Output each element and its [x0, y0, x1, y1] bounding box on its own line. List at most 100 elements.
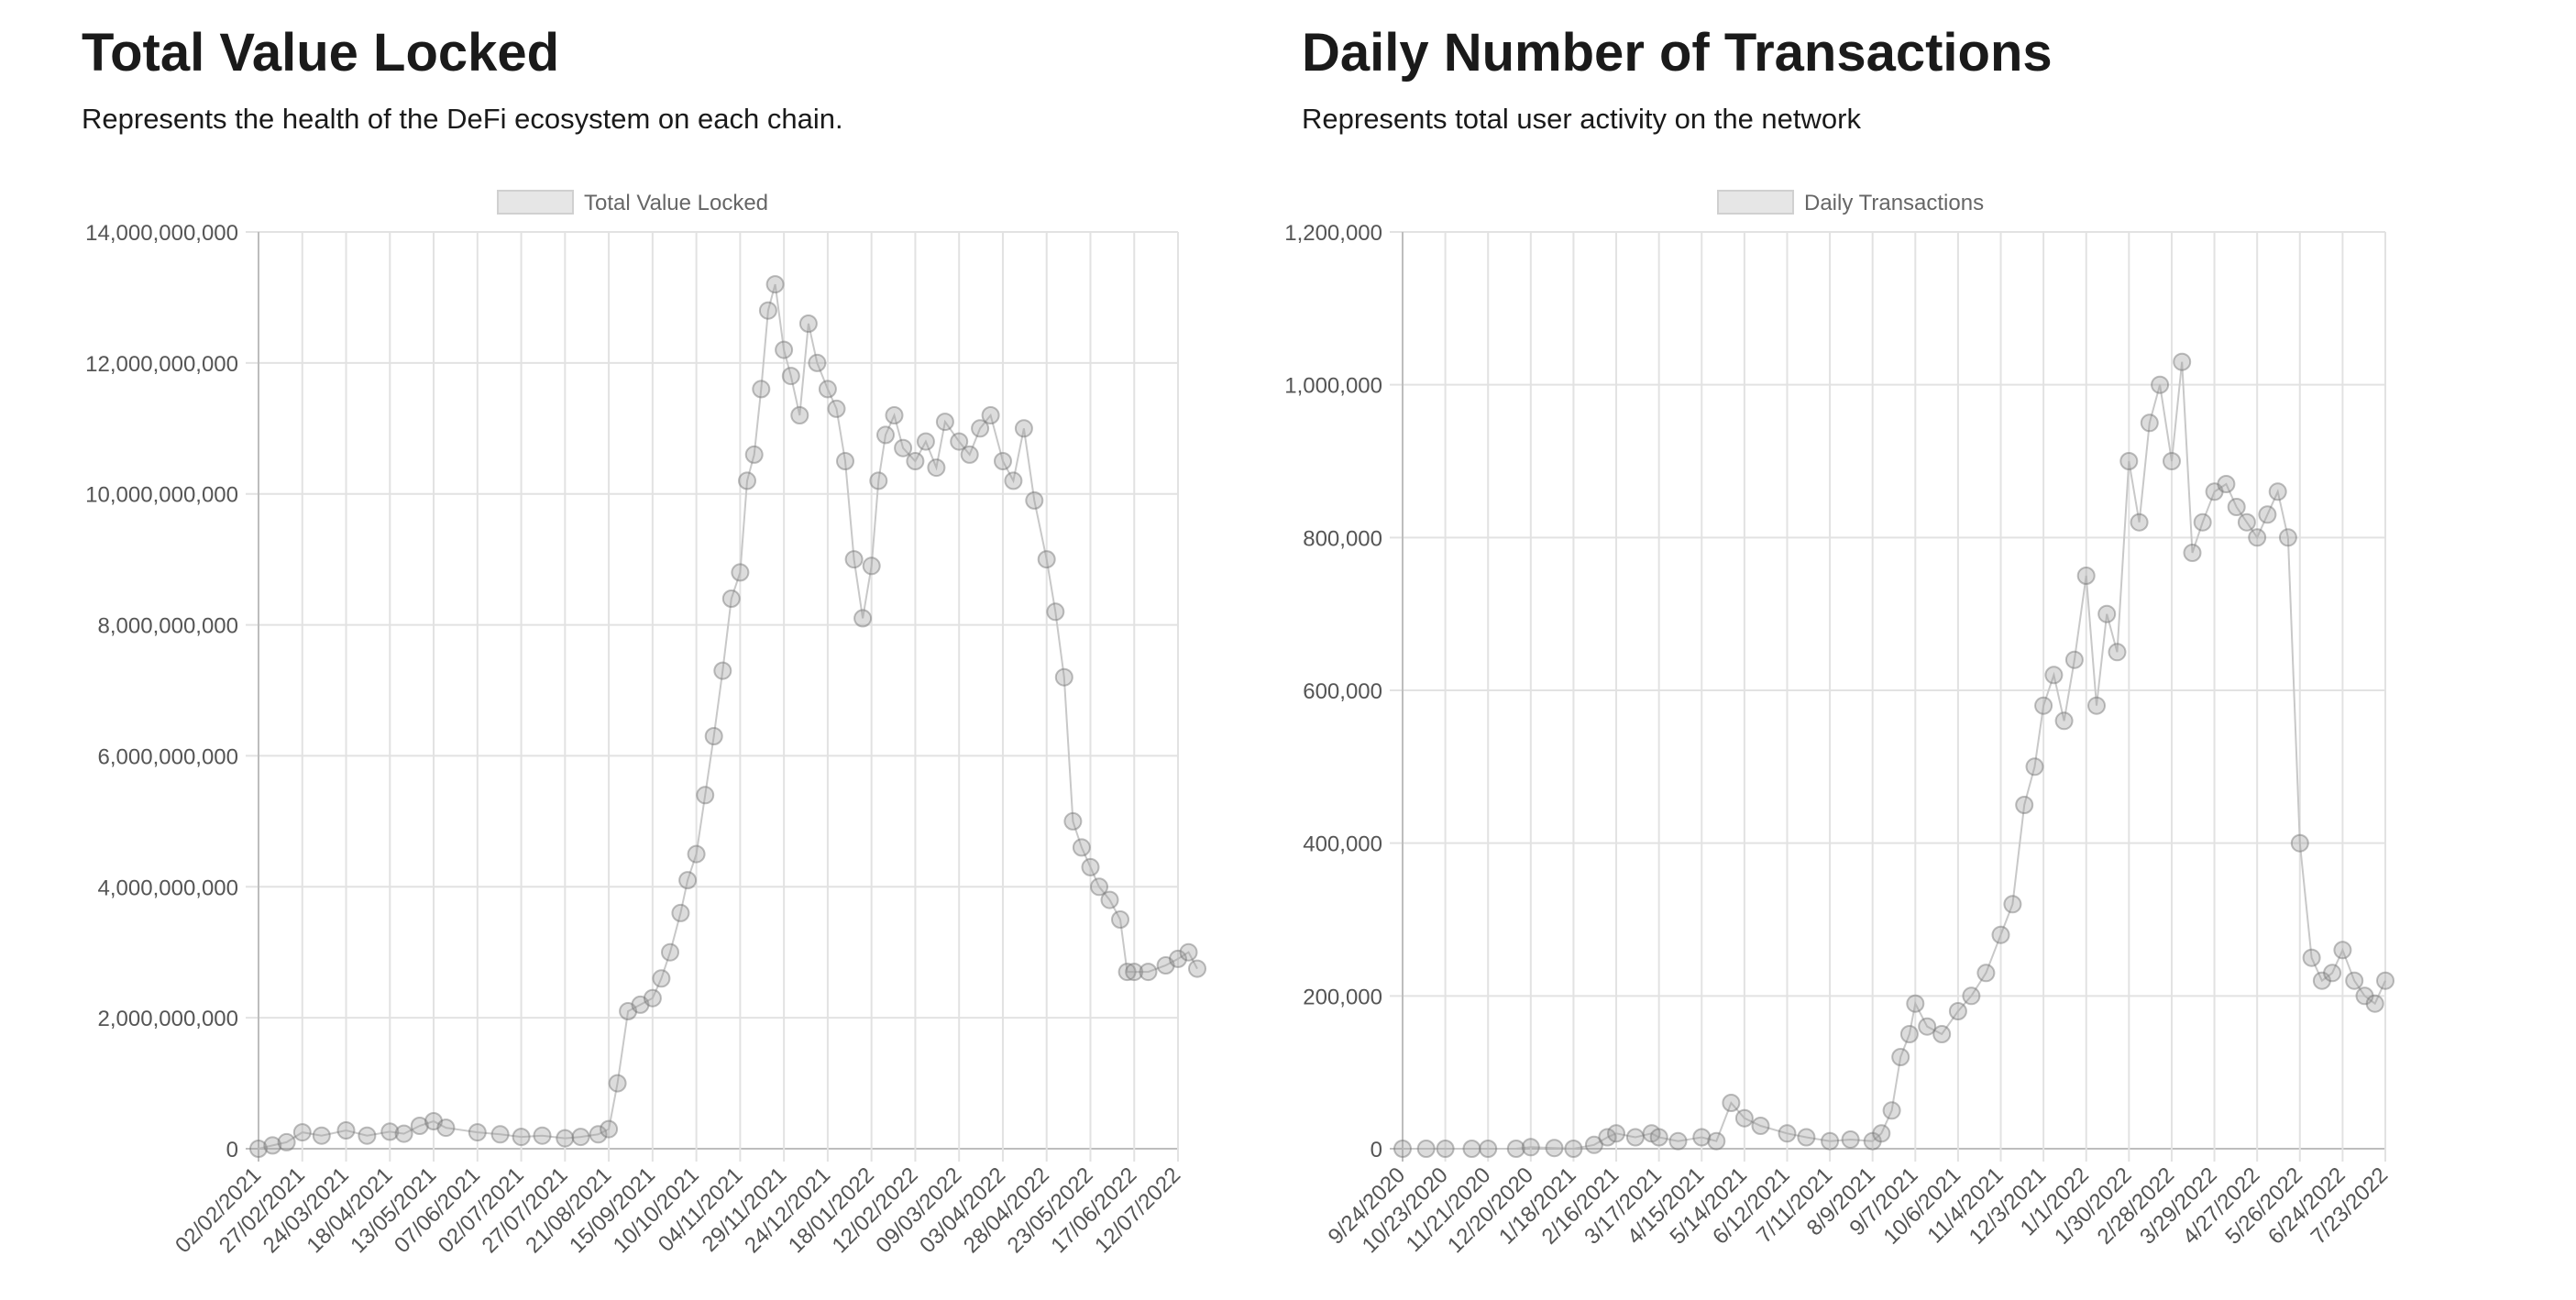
tx-y-tick-label: 200,000 [1303, 985, 1382, 1009]
tx-point [1625, 1128, 1645, 1147]
tx-point [2312, 971, 2331, 990]
tvl-point [752, 380, 771, 399]
tx-y-tick-label: 1,000,000 [1284, 374, 1382, 399]
tvl-panel: Total Value Locked Represents the health… [0, 0, 1219, 1300]
tx-point [2087, 696, 2106, 715]
tvl-point [869, 471, 888, 490]
tvl-gridlines [246, 231, 1179, 1162]
tvl-point [619, 1002, 638, 1020]
tvl-point [533, 1126, 552, 1145]
tvl-point [687, 844, 706, 864]
tvl-point [292, 1123, 312, 1142]
tx-point [2278, 528, 2297, 547]
tvl-point [960, 445, 979, 464]
tx-point [2365, 994, 2384, 1013]
tvl-point [738, 471, 756, 490]
tvl-point [1072, 838, 1091, 857]
tvl-point [827, 399, 846, 418]
tx-point [1607, 1124, 1625, 1143]
tvl-subtitle: Represents the health of the DeFi ecosys… [82, 103, 843, 135]
tx-point [2034, 696, 2053, 715]
tvl-point [394, 1124, 413, 1143]
tvl-point [696, 786, 715, 805]
tx-point [2151, 375, 2170, 394]
tx-point [2163, 452, 2181, 470]
tx-point [1416, 1140, 1436, 1158]
tvl-point [671, 903, 690, 922]
tx-point [2097, 604, 2117, 623]
tvl-point [512, 1128, 531, 1147]
tvl-point [790, 406, 809, 424]
tx-title: Daily Number of Transactions [1302, 23, 2053, 83]
tvl-point [885, 406, 904, 424]
tx-point [2064, 650, 2084, 669]
tvl-point [1063, 811, 1083, 831]
tx-gridlines [1390, 231, 2386, 1162]
tvl-point [781, 367, 800, 386]
tvl-point [713, 661, 732, 680]
tx-point [2044, 666, 2064, 685]
tvl-point [994, 452, 1012, 470]
tx-point [2323, 964, 2342, 983]
tvl-point [1156, 956, 1175, 975]
tx-point [1393, 1140, 1412, 1158]
tvl-point [808, 353, 827, 372]
tx-point [1841, 1130, 1860, 1149]
tx-point [2193, 512, 2212, 532]
tx-point [1649, 1128, 1668, 1147]
tx-point [2237, 512, 2256, 532]
tx-point [2345, 971, 2364, 990]
tx-point [1506, 1140, 1525, 1158]
tvl-point [571, 1128, 590, 1147]
tvl-point [853, 609, 873, 628]
tvl-point [935, 413, 954, 432]
tx-point [1584, 1135, 1603, 1154]
tvl-y-tick-label: 2,000,000,000 [98, 1007, 238, 1031]
tx-point [2355, 986, 2374, 1006]
tvl-point [631, 995, 650, 1014]
tvl-point [927, 458, 946, 478]
tvl-point [1169, 949, 1187, 968]
tx-point [2119, 452, 2139, 470]
tvl-series-line [258, 283, 1198, 1150]
tvl-y-tick-label: 14,000,000,000 [85, 221, 238, 246]
tvl-point [971, 419, 990, 438]
tx-point [2076, 567, 2096, 585]
tvl-point [589, 1125, 608, 1144]
tx-y-tick-label: 600,000 [1303, 679, 1382, 704]
tx-point [1932, 1025, 1952, 1043]
tx-point [1821, 1131, 1840, 1151]
tvl-point [608, 1074, 627, 1093]
tx-point [1863, 1131, 1882, 1151]
tx-legend-label: Daily Transactions [1804, 191, 1984, 215]
tx-y-tick-label: 400,000 [1303, 832, 1382, 857]
tx-point [2376, 971, 2394, 990]
tx-series-line [1403, 361, 2386, 1151]
tvl-y-tick-label: 0 [226, 1138, 238, 1162]
tvl-point [1117, 963, 1137, 982]
tx-point [1692, 1128, 1712, 1147]
tx-subtitle: Represents total user activity on the ne… [1302, 103, 1861, 135]
tx-point [2025, 757, 2044, 777]
tvl-y-tick-label: 8,000,000,000 [98, 614, 238, 639]
tvl-point [981, 406, 1000, 424]
tx-y-tick-label: 0 [1371, 1138, 1382, 1162]
tvl-point [336, 1121, 356, 1140]
tvl-point [468, 1123, 487, 1142]
tx-point [2268, 482, 2287, 501]
tx-point [2140, 413, 2159, 433]
tvl-point [312, 1126, 331, 1145]
tvl-point [263, 1136, 282, 1155]
tx-point [1751, 1117, 1770, 1135]
tx-point [2302, 948, 2321, 967]
tvl-point [652, 969, 671, 988]
tx-point [2333, 941, 2352, 960]
tx-point [1545, 1139, 1564, 1158]
tvl-point [775, 340, 794, 359]
tx-point [2108, 643, 2127, 662]
tvl-point [744, 445, 764, 464]
tx-point [2258, 505, 2277, 524]
tx-point [1707, 1131, 1726, 1151]
tvl-point [818, 380, 837, 399]
tvl-point [1090, 877, 1108, 897]
